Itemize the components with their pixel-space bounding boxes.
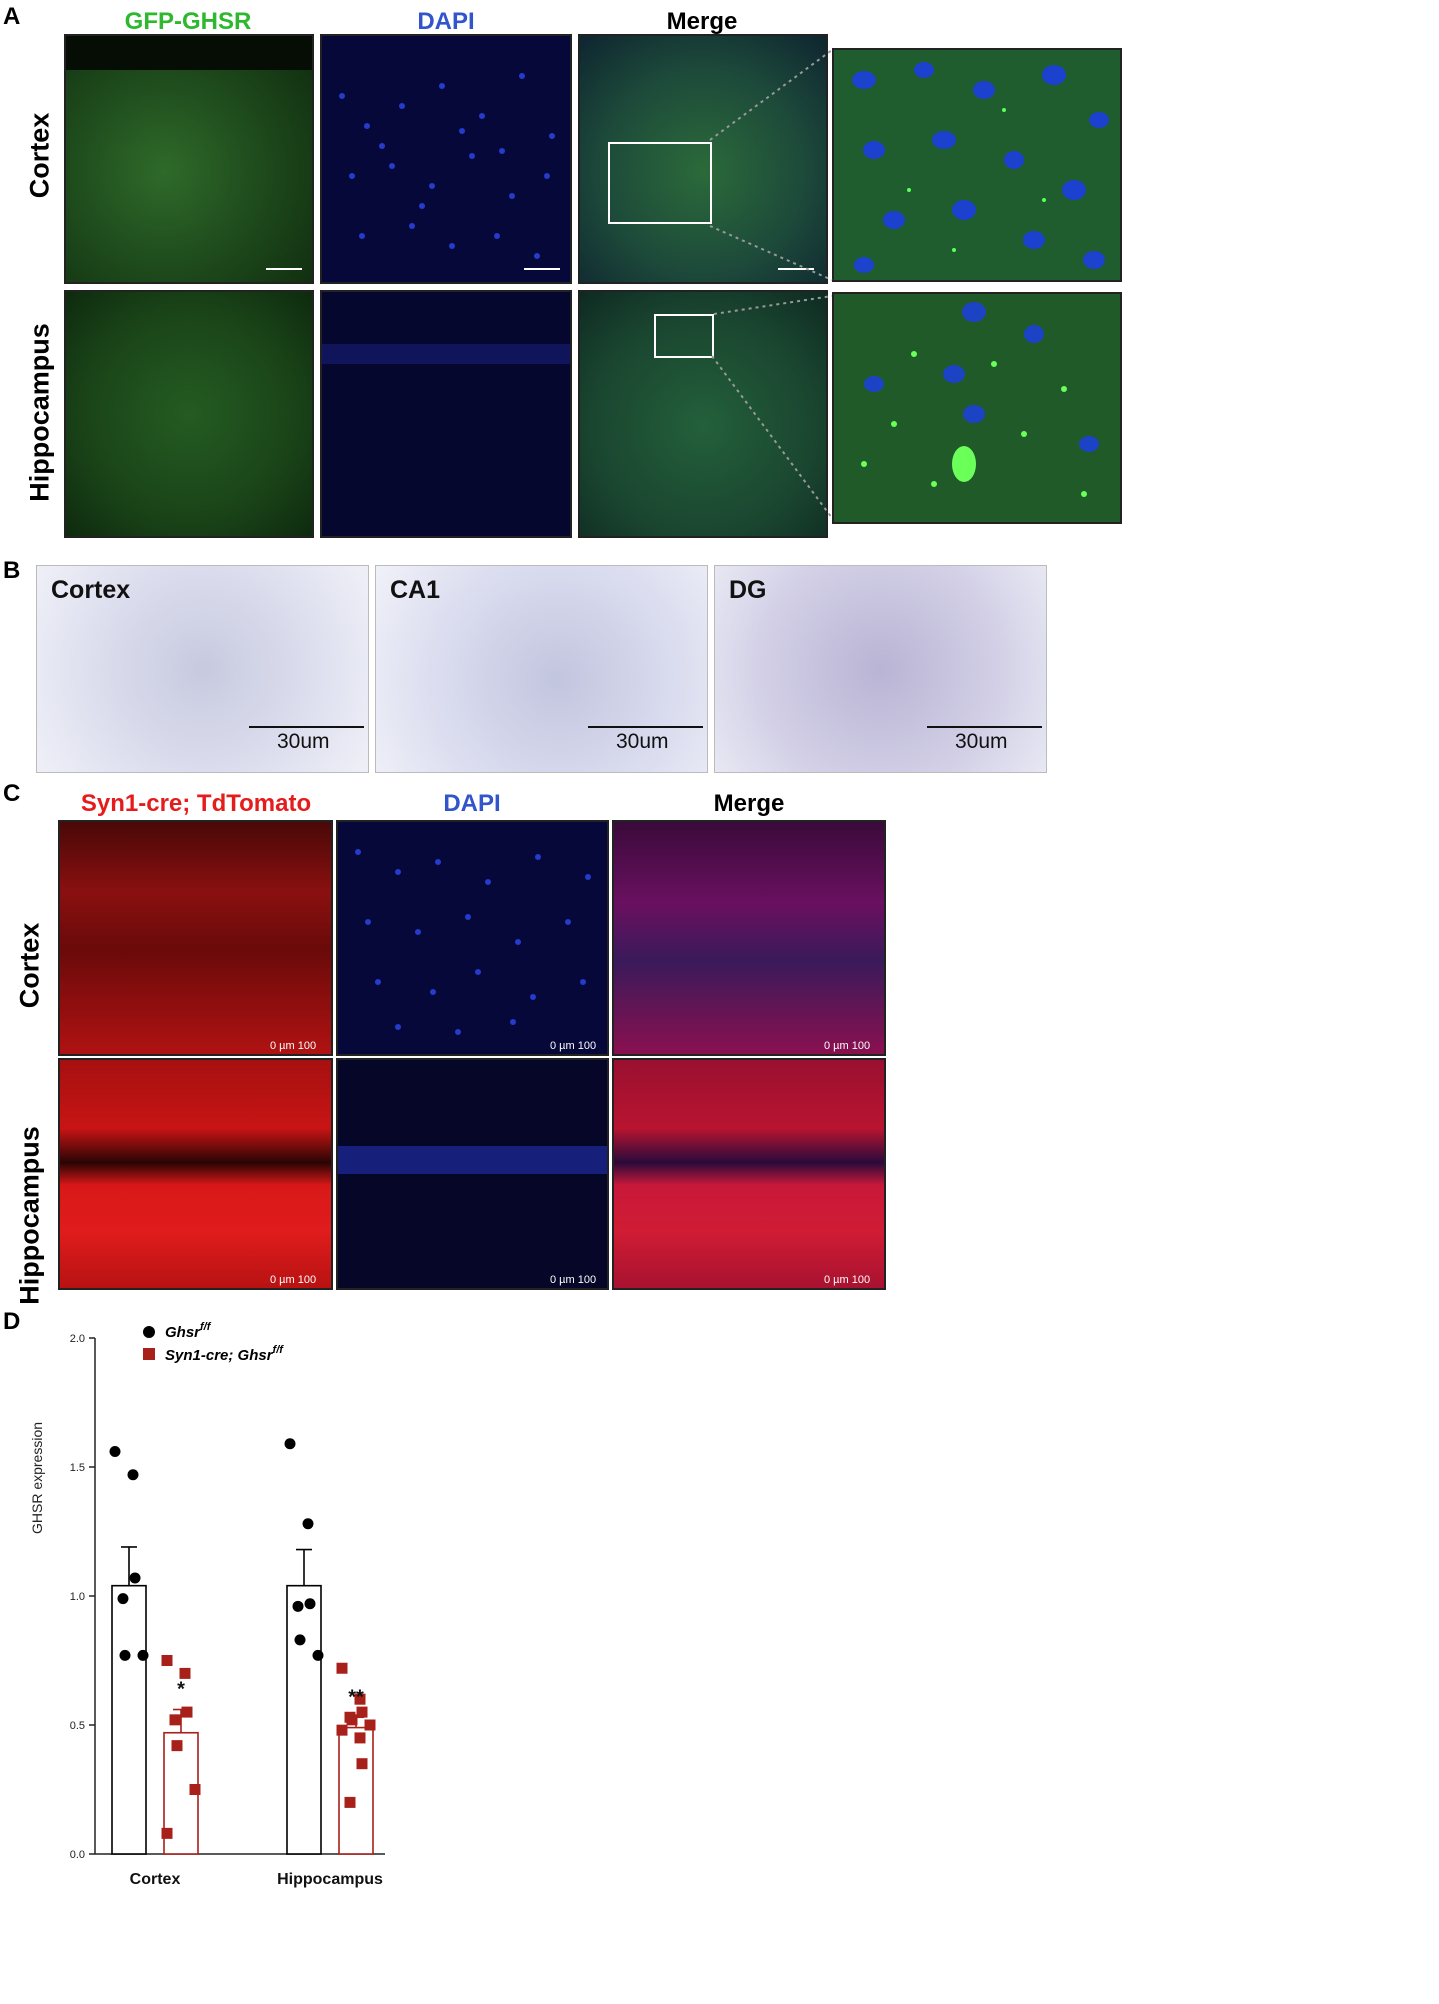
dapi-cortex-image [320, 34, 572, 284]
y-tick-label: 0.5 [70, 1720, 85, 1732]
y-tick-label: 0.0 [70, 1849, 85, 1861]
tdtomato-cortex-image: 0 µm 100 [58, 820, 333, 1056]
legend-label-ghsr: Ghsrf/f [165, 1321, 212, 1341]
scale-text-c5: 0 µm 100 [550, 1274, 597, 1286]
col-label-dapi-c: DAPI [443, 790, 501, 817]
chart-plot-area: 0.0 0.5 1.0 1.5 2.0 Cortex * Hippocampus ** [70, 1333, 385, 1888]
data-point [356, 1706, 368, 1718]
ghsr-expression-chart: GHSR expression 0.0 0.5 1.0 1.5 2.0 Cortex * Hi… [29, 1321, 385, 1888]
data-point [292, 1600, 304, 1612]
data-point [169, 1714, 181, 1726]
bar [338, 1726, 374, 1855]
data-point [161, 1827, 173, 1839]
data-point [336, 1724, 348, 1736]
zoom-connector-lines-2 [711, 355, 833, 519]
scale-text-c6: 0 µm 100 [824, 1274, 871, 1286]
data-point [356, 1758, 368, 1770]
dapi-hippocampus-image-c: 0 µm 100 [336, 1058, 609, 1290]
scale-text-c1: 0 µm 100 [270, 1040, 317, 1052]
row-label-cortex-c: Cortex [14, 922, 45, 1009]
col-label-syn1-tdtomato: Syn1-cre; TdTomato [80, 790, 312, 817]
significance-marker: * [177, 1679, 185, 1701]
cortex-zoom-nuclei [852, 62, 1109, 273]
data-point [354, 1732, 366, 1744]
significance-marker: ** [348, 1686, 364, 1708]
legend-label-syn1: Syn1-cre; Ghsrf/f [165, 1344, 284, 1364]
ihc-dg-label: DG [729, 576, 767, 604]
cortex-zoom-inset [832, 48, 1122, 282]
scale-text-c4: 0 µm 100 [270, 1274, 317, 1286]
col-label-merge: Merge [666, 8, 738, 35]
merge-hippocampus-image-c: 0 µm 100 [612, 1058, 886, 1290]
dapi-cortex-nuclei [339, 73, 555, 259]
hippocampus-zoom-puncta [861, 302, 1099, 497]
data-point [171, 1740, 183, 1752]
ihc-cortex-image: Cortex 30um [36, 565, 369, 773]
panel-a-letter: A [3, 3, 21, 30]
y-tick-label: 1.5 [70, 1462, 85, 1474]
data-point [344, 1796, 356, 1808]
tdtomato-hippocampus-image: 0 µm 100 [58, 1058, 333, 1290]
ihc-cortex-scale: 30um [277, 730, 330, 753]
data-point [119, 1649, 131, 1661]
merge-cortex-image-c: 0 µm 100 [612, 820, 886, 1056]
dapi-hippocampus-image [320, 290, 572, 538]
scale-text-c3: 0 µm 100 [824, 1040, 871, 1052]
data-point [312, 1649, 324, 1661]
legend-marker-ghsr [143, 1326, 155, 1338]
zoom-region-box-2 [654, 314, 714, 358]
bar [286, 1584, 322, 1855]
data-point [129, 1572, 141, 1584]
data-point [302, 1518, 314, 1530]
row-label-hippocampus: Hippocampus [24, 323, 55, 502]
ihc-ca1-scale: 30um [616, 730, 669, 753]
x-category-label: Cortex [130, 1871, 181, 1888]
zoom-region-box [608, 142, 712, 224]
row-label-cortex: Cortex [24, 112, 55, 199]
panel-c-letter: C [3, 780, 21, 807]
data-point [284, 1438, 296, 1450]
zoom-connector-lines [709, 49, 833, 315]
data-point [137, 1649, 149, 1661]
data-point [127, 1469, 139, 1481]
scale-text-c2: 0 µm 100 [550, 1040, 597, 1052]
dapi-cortex-nuclei-c [355, 849, 591, 1035]
hippocampus-zoom-inset [832, 292, 1122, 524]
data-point [109, 1446, 121, 1458]
data-point [336, 1662, 348, 1674]
data-point [189, 1784, 201, 1795]
y-tick-label: 2.0 [70, 1333, 85, 1345]
legend-marker-syn1 [143, 1348, 155, 1360]
ihc-dg-scale: 30um [955, 730, 1008, 753]
bar [111, 1584, 147, 1855]
data-point [354, 1693, 366, 1705]
data-point [161, 1655, 173, 1666]
data-point [117, 1593, 129, 1605]
merge-hippocampus-image [578, 290, 828, 538]
data-point [364, 1719, 376, 1731]
dapi-cortex-image-c: 0 µm 100 [336, 820, 609, 1056]
ihc-ca1-label: CA1 [390, 576, 441, 604]
col-label-merge-c: Merge [713, 790, 785, 817]
data-point [181, 1706, 193, 1718]
panel-b-letter: B [3, 557, 21, 584]
data-point [346, 1714, 358, 1726]
data-point [294, 1634, 306, 1646]
y-tick-label: 1.0 [70, 1591, 85, 1603]
col-label-dapi: DAPI [417, 8, 475, 35]
x-category-label: Hippocampus [277, 1871, 383, 1888]
merge-cortex-image [578, 34, 828, 284]
data-point [304, 1598, 316, 1610]
y-axis-label: GHSR expression [29, 1422, 45, 1534]
gfp-cortex-image [64, 34, 314, 284]
ihc-cortex-label: Cortex [51, 576, 131, 604]
row-label-hippocampus-c: Hippocampus [14, 1126, 45, 1305]
ihc-ca1-image: CA1 30um [375, 565, 708, 773]
panel-d-letter: D [3, 1308, 21, 1335]
gfp-hippocampus-image [64, 290, 314, 538]
ihc-dg-image: DG 30um [714, 565, 1047, 773]
data-point [179, 1667, 191, 1679]
col-label-gfp-ghsr: GFP-GHSR [124, 8, 252, 35]
